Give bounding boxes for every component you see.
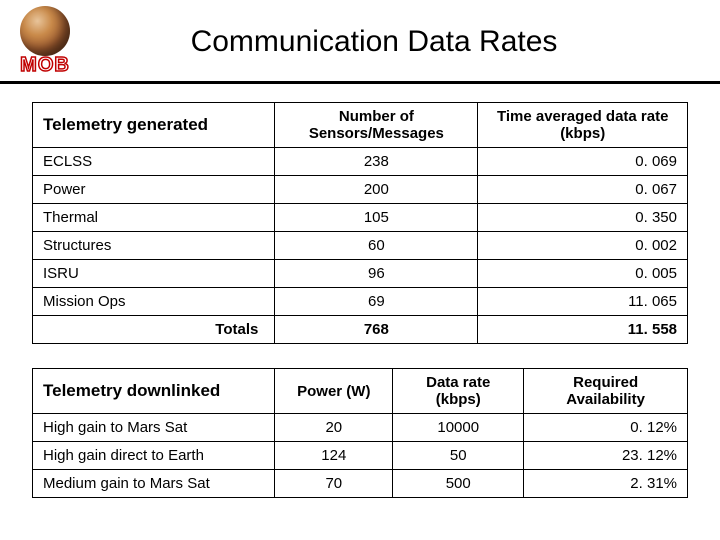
- table-row: High gain direct to Earth1245023. 12%: [33, 442, 688, 470]
- row-label: Medium gain to Mars Sat: [33, 470, 275, 498]
- cell-availability: 0. 12%: [524, 414, 688, 442]
- cell-rate: 11. 065: [478, 288, 688, 316]
- logo-text: MOB: [20, 54, 70, 77]
- col-header: Data rate (kbps): [393, 369, 524, 414]
- telemetry-generated-table: Telemetry generated Number of Sensors/Me…: [32, 102, 688, 344]
- cell-sensors: 238: [275, 148, 478, 176]
- slide-header: MOB Communication Data Rates: [0, 0, 720, 84]
- row-label: ISRU: [33, 260, 275, 288]
- totals-rate: 11. 558: [478, 316, 688, 344]
- cell-power: 20: [275, 414, 393, 442]
- row-label: High gain to Mars Sat: [33, 414, 275, 442]
- col-header: Number of Sensors/Messages: [275, 103, 478, 148]
- cell-sensors: 60: [275, 232, 478, 260]
- cell-rate: 0. 350: [478, 204, 688, 232]
- telemetry-downlinked-table: Telemetry downlinked Power (W) Data rate…: [32, 368, 688, 498]
- col-header: Telemetry generated: [33, 103, 275, 148]
- mars-icon: [20, 6, 70, 56]
- col-header: Power (W): [275, 369, 393, 414]
- content-area: Telemetry generated Number of Sensors/Me…: [0, 84, 720, 498]
- totals-row: Totals76811. 558: [33, 316, 688, 344]
- table-row: ISRU960. 005: [33, 260, 688, 288]
- cell-power: 124: [275, 442, 393, 470]
- row-label: Mission Ops: [33, 288, 275, 316]
- col-header: Telemetry downlinked: [33, 369, 275, 414]
- table-row: Thermal1050. 350: [33, 204, 688, 232]
- row-label: ECLSS: [33, 148, 275, 176]
- row-label: Thermal: [33, 204, 275, 232]
- table-row: Mission Ops6911. 065: [33, 288, 688, 316]
- row-label: Power: [33, 176, 275, 204]
- table-row: High gain to Mars Sat20100000. 12%: [33, 414, 688, 442]
- table-row: ECLSS2380. 069: [33, 148, 688, 176]
- cell-rate: 0. 069: [478, 148, 688, 176]
- cell-sensors: 105: [275, 204, 478, 232]
- table1-body: ECLSS2380. 069Power2000. 067Thermal1050.…: [33, 148, 688, 344]
- totals-sensors: 768: [275, 316, 478, 344]
- table-header-row: Telemetry generated Number of Sensors/Me…: [33, 103, 688, 148]
- row-label: High gain direct to Earth: [33, 442, 275, 470]
- row-label: Structures: [33, 232, 275, 260]
- cell-rate: 0. 005: [478, 260, 688, 288]
- cell-rate: 0. 002: [478, 232, 688, 260]
- totals-label: Totals: [33, 316, 275, 344]
- logo: MOB: [10, 6, 80, 77]
- cell-datarate: 500: [393, 470, 524, 498]
- cell-power: 70: [275, 470, 393, 498]
- cell-availability: 23. 12%: [524, 442, 688, 470]
- table2-body: High gain to Mars Sat20100000. 12%High g…: [33, 414, 688, 498]
- cell-datarate: 50: [393, 442, 524, 470]
- cell-sensors: 69: [275, 288, 478, 316]
- page-title: Communication Data Rates: [98, 25, 710, 59]
- table-header-row: Telemetry downlinked Power (W) Data rate…: [33, 369, 688, 414]
- table-row: Power2000. 067: [33, 176, 688, 204]
- cell-sensors: 200: [275, 176, 478, 204]
- cell-rate: 0. 067: [478, 176, 688, 204]
- cell-datarate: 10000: [393, 414, 524, 442]
- cell-sensors: 96: [275, 260, 478, 288]
- table-row: Structures600. 002: [33, 232, 688, 260]
- col-header: Time averaged data rate (kbps): [478, 103, 688, 148]
- table-row: Medium gain to Mars Sat705002. 31%: [33, 470, 688, 498]
- col-header: Required Availability: [524, 369, 688, 414]
- cell-availability: 2. 31%: [524, 470, 688, 498]
